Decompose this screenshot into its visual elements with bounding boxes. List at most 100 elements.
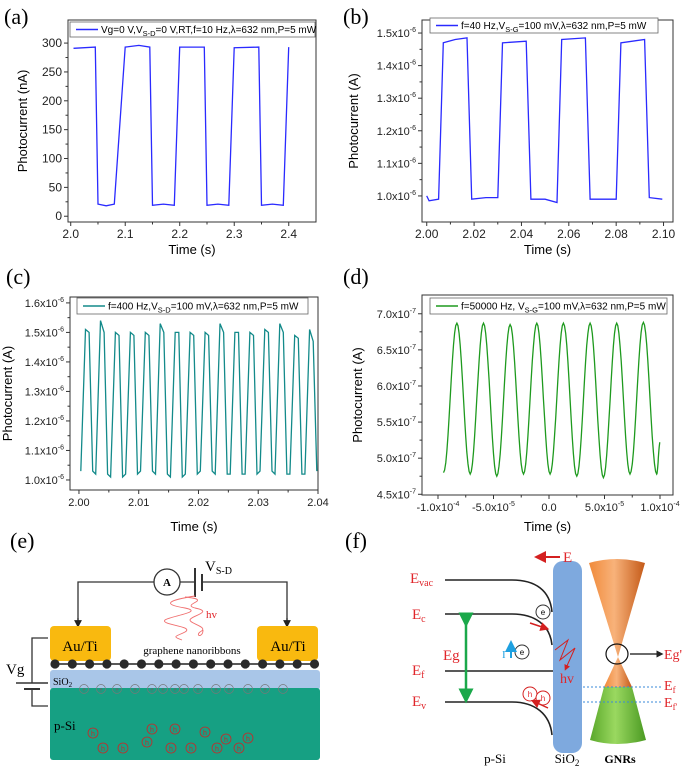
y-tick-label: 250 (42, 65, 62, 79)
carbon-atom-icon (223, 659, 233, 669)
x-tick-label: 2.06 (557, 227, 581, 241)
photon-label: hv (206, 609, 218, 621)
current-label: I (502, 649, 506, 661)
tick-exponent: -6 (58, 385, 64, 392)
tick-exponent: -7 (410, 344, 416, 351)
x-tick-label: 2.02 (188, 497, 209, 509)
legend-text: f=40 Hz,V (461, 21, 506, 32)
hole-icon (169, 723, 181, 735)
tick-exponent: -6 (410, 125, 416, 132)
evac-label: Evac (410, 571, 434, 589)
plot-frame (69, 296, 319, 491)
hole-label: h (121, 746, 125, 753)
sio2-barrier (553, 561, 582, 753)
tick-mantissa: 4.5x10 (377, 489, 410, 501)
lower-dirac-cone-filled (590, 687, 646, 744)
bandgap-label: Eg (443, 648, 460, 664)
x-tick-label: 2.2 (171, 227, 188, 241)
panel-label: (a) (4, 4, 28, 29)
tick-mantissa: 1.3x10 (25, 386, 58, 398)
tick-mantissa: 1.4x10 (377, 61, 410, 73)
light-wave-icon (554, 638, 576, 671)
x-tick-label: 2.00 (68, 497, 89, 509)
tick-mantissa: 1.4x10 (25, 357, 58, 369)
panel-label-e: (e) (10, 528, 34, 553)
lower-dirac-cone-empty (604, 657, 632, 687)
band-lines (445, 579, 553, 736)
ammeter-icon (153, 568, 181, 596)
hole-icon (220, 733, 232, 745)
tick-mantissa: 2.3 (226, 227, 243, 241)
tick-exponent: -6 (58, 297, 64, 304)
x-tick-label: 2.04 (510, 227, 534, 241)
chart-b: (b)2.00 2.02 2.04 2.06 2.08 2.101.0x10-61.1x1… (343, 4, 676, 257)
hole-icon (199, 726, 211, 738)
y-tick-label: 0 (55, 209, 62, 223)
electron-label: e (161, 688, 165, 694)
electron-label: e (196, 688, 200, 694)
circuit-wire (77, 581, 288, 625)
legend-text: =100 mV,λ=632 nm,P=5 mW (171, 302, 299, 313)
y-tick-label: 5.5x10-7 (377, 416, 416, 429)
x-axis-label: Time (s) (524, 242, 571, 257)
gnr-efp-main: E (664, 696, 673, 711)
hole-label: h (169, 746, 173, 753)
tick-mantissa: 2.10 (652, 227, 676, 241)
x-tick-label: -5.0x10-5 (472, 501, 515, 514)
gate-wire (31, 637, 48, 707)
photon-label: hv (560, 672, 574, 687)
x-tick-label: 2.08 (604, 227, 628, 241)
electron-icon (147, 684, 157, 694)
y-tick-label: 1.2x10-6 (25, 415, 64, 428)
electron-icon (514, 644, 530, 660)
electron-label: e (115, 688, 119, 694)
electron-label: e (520, 648, 525, 657)
hole-icon (97, 742, 109, 754)
plot-frame (421, 294, 674, 496)
conduction-band-line (445, 613, 553, 646)
tick-mantissa: 2.2 (171, 227, 188, 241)
tick-mantissa: 2.0 (62, 227, 79, 241)
y-tick-label: 1.3x10-6 (25, 385, 64, 398)
plot-frame (421, 19, 674, 223)
legend-box (429, 297, 668, 315)
y-tick-label: 1.5x10-6 (377, 27, 416, 40)
hole-label: h (215, 746, 219, 753)
x-tick-label: 1.0x10-4 (640, 501, 679, 514)
carbon-atom-icon (85, 659, 95, 669)
legend-label: f=400 Hz,VS-D=100 mV,λ=632 nm,P=5 mW (108, 302, 299, 315)
tick-exponent: -4 (673, 501, 679, 508)
electron-icon (179, 684, 189, 694)
carbon-atom-icon (154, 659, 164, 669)
hole-label: h (150, 727, 154, 734)
tick-mantissa: 7.0x10 (377, 309, 410, 321)
y-tick-label: 1.5x10-6 (25, 326, 64, 339)
data-series-line (73, 44, 290, 207)
ef-label: Ef (412, 663, 425, 681)
y-tick-label: 300 (42, 36, 62, 50)
tick-exponent: -6 (410, 190, 416, 197)
carbon-atom-icon (67, 659, 77, 669)
tick-mantissa: -5.0x10 (472, 502, 509, 514)
chart-c: (c)2.00 2.01 2.02 2.03 2.041.0x10-61.1x10-61… (0, 264, 329, 534)
tick-mantissa: 1.5x10 (25, 327, 58, 339)
electron-icon (243, 684, 253, 694)
tick-mantissa: 1.1x10 (25, 445, 58, 457)
legend-text: =100 mV,λ=632 nm,P=5 mW (538, 302, 666, 313)
legend-subscript: S-G (525, 306, 539, 315)
tick-mantissa: 1.2x10 (25, 416, 58, 428)
tick-exponent: -7 (410, 308, 416, 315)
y-tick-label: 1.1x10-6 (25, 444, 64, 457)
hole-icon (233, 742, 245, 754)
carbon-atom-icon (240, 659, 250, 669)
evac-sub: vac (419, 578, 433, 589)
bottom-gnrs-label: GNRs (604, 752, 636, 766)
y-tick-label: 4.5x10-7 (377, 488, 416, 501)
sio2-main: SiO (53, 677, 69, 688)
tick-exponent: -6 (58, 326, 64, 333)
tick-exponent: -5 (618, 501, 624, 508)
sio2-sub: 2 (69, 681, 73, 689)
y-tick-label: 100 (42, 152, 62, 166)
x-tick-label: 2.04 (307, 497, 328, 509)
y-tick-label: 6.5x10-7 (377, 344, 416, 357)
